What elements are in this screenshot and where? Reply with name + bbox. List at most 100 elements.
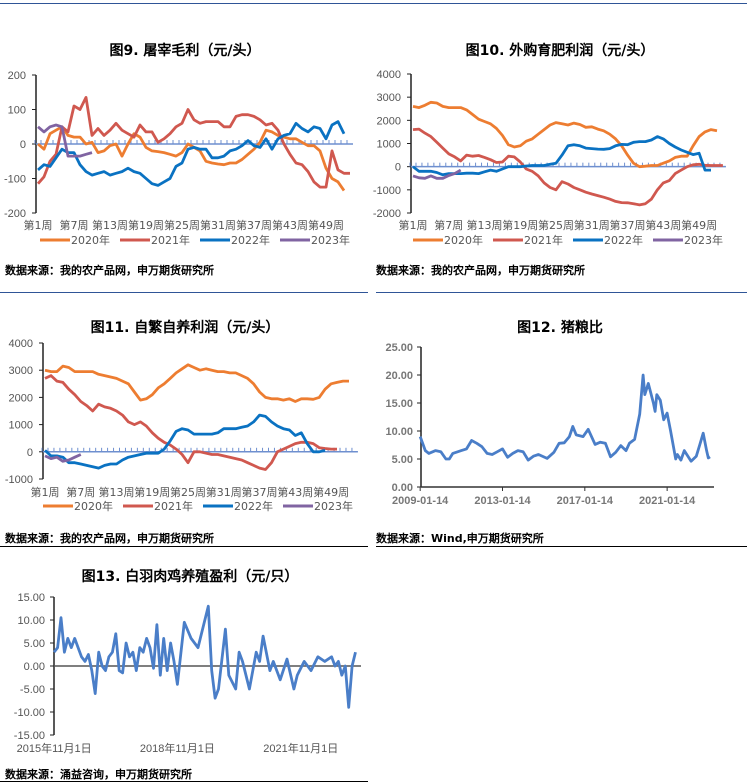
c13-y-tick-label: -5.00 (20, 684, 45, 696)
c9-legend-label: 2023年 (311, 233, 350, 247)
c12-y-tick-label: 5.00 (392, 454, 413, 466)
c9-x-tick-label: 第49周 (308, 218, 344, 232)
c11-legend-label: 2020年 (74, 499, 113, 513)
c10-x-tick-label: 第1周 (399, 218, 428, 232)
divider-right-2 (376, 546, 747, 547)
chart11-source: 数据来源：我的农产品网，申万期货研究所 (5, 532, 214, 545)
c12-x-tick-label: 2017-01-14 (557, 495, 614, 507)
c13-y-tick-label: 10.00 (17, 615, 45, 627)
c13-x-tick-label: 2015年11月1日 (17, 741, 92, 755)
c13-x-tick-label: 2018年11月1日 (140, 741, 215, 755)
c11-legend-label: 2023年 (314, 499, 353, 513)
c12-y-tick-label: 20.00 (385, 370, 413, 382)
c9-y-tick-label: 100 (8, 105, 26, 117)
c11-y-tick-label: 4000 (9, 338, 33, 350)
c11-series-2022年 (44, 413, 326, 470)
c9-x-tick-label: 第19周 (128, 218, 164, 232)
c9-y-tick-label: 200 (8, 70, 26, 82)
c11-legend-label: 2022年 (234, 499, 273, 513)
c9-x-tick-label: 第37周 (236, 218, 272, 232)
c13-series-line (52, 604, 357, 709)
c10-legend-label: 2022年 (604, 233, 643, 247)
c13-y-tick-label: 0.00 (24, 661, 45, 673)
c10-series-2023年 (412, 168, 462, 180)
c10-x-tick-label: 第49周 (681, 218, 717, 232)
c10-series-2021年 (412, 127, 723, 207)
c10-legend-label: 2020年 (444, 233, 483, 247)
c10-x-tick-label: 第31周 (574, 218, 610, 232)
c9-series-2021年 (36, 96, 350, 189)
divider-right-1 (376, 292, 747, 293)
c13-y-tick-label: -10.00 (14, 707, 45, 719)
c12-x-tick-label: 2021-01-14 (639, 495, 696, 507)
c10-legend-label: 2023年 (684, 233, 723, 247)
c12-x-tick-label: 2009-01-14 (392, 495, 449, 507)
c9-x-tick-label: 第7周 (60, 218, 89, 232)
c10-y-tick-label: -2000 (373, 208, 401, 220)
c10-y-tick-label: 4000 (377, 69, 401, 81)
c10-x-tick-label: 第25周 (538, 218, 574, 232)
c9-y-tick-label: -200 (4, 208, 26, 220)
c12-y-tick-label: 0.00 (392, 482, 413, 494)
c9-y-tick-label: 0 (20, 139, 26, 151)
chart9-source: 数据来源：我的农产品网，申万期货研究所 (5, 264, 214, 277)
c11-y-tick-label: -1000 (5, 474, 33, 486)
c10-x-tick-label: 第7周 (434, 218, 463, 232)
chart12-title: 图12. 猪粮比 (517, 320, 603, 336)
c11-x-tick-label: 第31周 (206, 485, 242, 499)
c10-y-tick-label: 2000 (377, 115, 401, 127)
c13-x-tick-label: 2021年11月1日 (263, 741, 338, 755)
c13-y-tick-label: 5.00 (24, 638, 45, 650)
c11-x-tick-label: 第19周 (134, 485, 170, 499)
c9-x-tick-label: 第43周 (272, 218, 308, 232)
c13-y-tick-label: -15.00 (14, 730, 45, 742)
c9-x-tick-label: 第31周 (200, 218, 236, 232)
c10-x-tick-label: 第37周 (610, 218, 646, 232)
c9-legend-label: 2020年 (71, 233, 110, 247)
c9-series-2020年 (37, 125, 346, 192)
c11-series-2023年 (44, 453, 82, 463)
c10-x-tick-label: 第19周 (502, 218, 538, 232)
c10-y-tick-label: -1000 (373, 185, 401, 197)
c11-series-2021年 (44, 374, 337, 471)
chart13-title: 图13. 白羽肉鸡养殖盈利（元/只） (81, 569, 299, 585)
c11-y-tick-label: 0 (27, 447, 33, 459)
c10-series-2020年 (412, 100, 718, 169)
c11-x-tick-label: 第43周 (277, 485, 313, 499)
c11-x-tick-label: 第13周 (99, 485, 135, 499)
c11-y-tick-label: 1000 (9, 420, 33, 432)
c12-x-tick-label: 2013-01-14 (474, 495, 531, 507)
c11-x-tick-label: 第37周 (242, 485, 278, 499)
c10-series-2022年 (412, 135, 711, 177)
c9-x-tick-label: 第25周 (164, 218, 200, 232)
c10-y-tick-label: 3000 (377, 92, 401, 104)
c11-legend-label: 2021年 (154, 499, 193, 513)
c11-x-tick-label: 第25周 (170, 485, 206, 499)
divider-bottom (0, 781, 368, 782)
c11-x-tick-label: 第1周 (31, 485, 60, 499)
c9-legend-label: 2022年 (231, 233, 270, 247)
c9-y-tick-label: -100 (4, 174, 26, 186)
c10-x-tick-label: 第43周 (645, 218, 681, 232)
c9-legend-label: 2021年 (151, 233, 190, 247)
chart10-source: 数据来源：我的农产品网，申万期货研究所 (376, 264, 585, 277)
c13-y-tick-label: 15.00 (17, 592, 45, 604)
c10-legend-label: 2021年 (524, 233, 563, 247)
c12-y-tick-label: 25.00 (385, 342, 413, 354)
c9-series-2023年 (37, 123, 93, 158)
c12-y-tick-label: 10.00 (385, 426, 413, 438)
c10-x-tick-label: 第13周 (467, 218, 503, 232)
c10-y-tick-label: 1000 (377, 139, 401, 151)
divider-left-1 (0, 292, 368, 293)
chart13-source: 数据来源：涌益咨询，申万期货研究所 (5, 768, 192, 781)
c10-y-tick-label: 0 (395, 162, 401, 174)
chart11-title: 图11. 自繁自养利润（元/头） (90, 320, 280, 336)
c9-series-2022年 (37, 120, 346, 187)
c11-x-tick-label: 第7周 (66, 485, 95, 499)
chart10-title: 图10. 外购育肥利润（元/头） (465, 43, 655, 59)
c9-x-tick-label: 第13周 (92, 218, 128, 232)
c11-y-tick-label: 2000 (9, 392, 33, 404)
c12-series-line (418, 373, 711, 463)
c12-y-tick-label: 15.00 (385, 398, 413, 410)
